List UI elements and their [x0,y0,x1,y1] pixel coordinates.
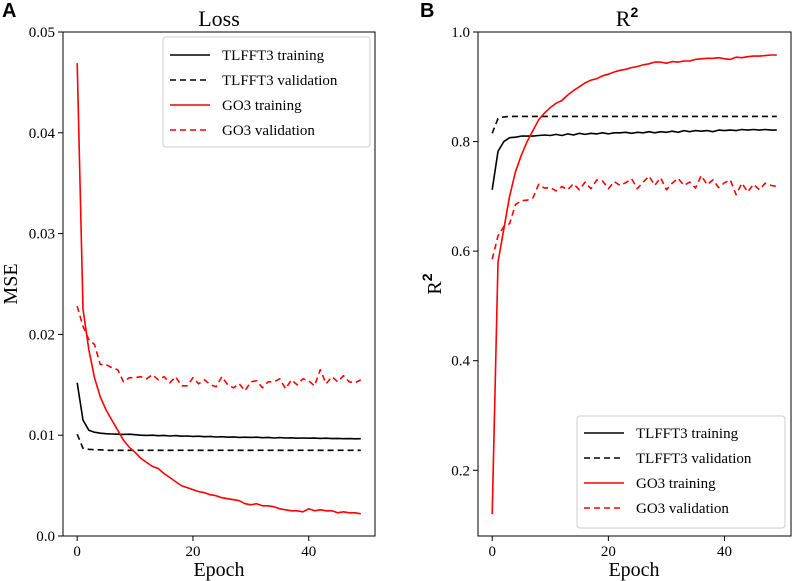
panel-a-series-tlfft3-training [76,382,361,440]
panel-a-legend: TLFFT3 training TLFFT3 validation GO3 tr… [162,36,371,148]
legend-label-go3-validation: GO3 validation [222,123,315,139]
legend-label-tlfft3-validation: TLFFT3 validation [222,73,338,89]
panel-a: A Loss 0.0 0.01 0.02 0.03 0.04 0.05 0 20 40 Epo… [0,0,376,581]
panel-a-x-tick-label: 40 [301,544,316,560]
legend-label-tlfft3-training-b: TLFFT3 training [636,426,739,442]
panel-a-x-tick-label: 20 [185,544,200,560]
panel-b-title-superscript: 2 [630,4,638,20]
panel-a-series-go3-validation [76,305,362,392]
panel-a-x-label: Epoch [193,559,244,581]
panel-b-series-group [491,54,777,515]
legend-label-tlfft3-validation-b: TLFFT3 validation [636,451,752,467]
panel-a-letter: A [2,0,16,22]
panel-b-legend: TLFFT3 training TLFFT3 validation GO3 tr… [576,415,786,529]
legend-label-go3-training: GO3 training [222,98,302,114]
panel-a-title: Loss [198,6,240,31]
panel-b-y-tick-label: 0.8 [451,135,470,151]
panel-a-series-tlfft3-validation [76,433,361,452]
panel-a-y-tick-label: 0.02 [29,327,55,343]
panel-a-x-ticks: 0 20 40 [73,536,316,560]
panel-b-letter: B [420,0,434,22]
panel-b-series-go3-training [491,54,777,515]
panel-b-y-label: R2 [419,273,446,294]
panel-a-axes-frame [62,31,376,537]
panel-a-y-ticks: 0.0 0.01 0.02 0.03 0.04 0.05 [29,25,63,545]
panel-b-axes-frame [477,31,792,537]
panel-b-x-label: Epoch [608,559,659,581]
panel-b-y-tick-label: 0.4 [451,354,470,370]
panel-b-x-tick-label: 40 [717,544,732,560]
panel-b-y-label-superscript: 2 [419,273,435,281]
panel-a-y-tick-label: 0.01 [29,428,55,444]
legend-label-tlfft3-training: TLFFT3 training [222,48,325,64]
panel-b-y-tick-label: 0.2 [451,463,470,479]
panel-b-title: R2 [616,4,639,31]
panel-b-y-tick-label: 1.0 [451,25,470,41]
panel-a-y-tick-label: 0.05 [29,25,55,41]
panel-b-x-tick-label: 20 [601,544,616,560]
panel-a-legend-box [162,36,371,148]
panel-b-series-go3-validation [491,174,777,260]
panel-b-y-label-base: R [424,281,446,295]
panel-b-legend-box [576,415,786,529]
panel-a-series-go3-training [76,63,361,515]
legend-label-go3-training-b: GO3 training [636,476,716,492]
panel-b-series-tlfft3-training [491,128,777,190]
panel-a-y-label: MSE [0,263,22,304]
panel-b-y-ticks: 0.2 0.4 0.6 0.8 1.0 [451,25,478,479]
panel-a-series-group [76,63,362,515]
legend-label-go3-validation-b: GO3 validation [636,501,729,517]
panel-b-series-tlfft3-validation [491,115,777,134]
panel-b-title-base: R [616,6,631,31]
panel-b-y-tick-label: 0.6 [451,244,470,260]
panel-b: B R2 0.20.40.60.81.0 0 20 40 Epoch R2 TLFF… [419,0,792,581]
panel-b-x-ticks: 0 20 40 [488,536,732,560]
panel-a-y-tick-label: 0.0 [36,529,55,545]
panel-a-x-tick-label: 0 [73,544,81,560]
panel-a-y-tick-label: 0.03 [29,227,55,243]
panel-b-x-tick-label: 0 [488,544,496,560]
panel-a-y-tick-label: 0.04 [29,126,56,142]
